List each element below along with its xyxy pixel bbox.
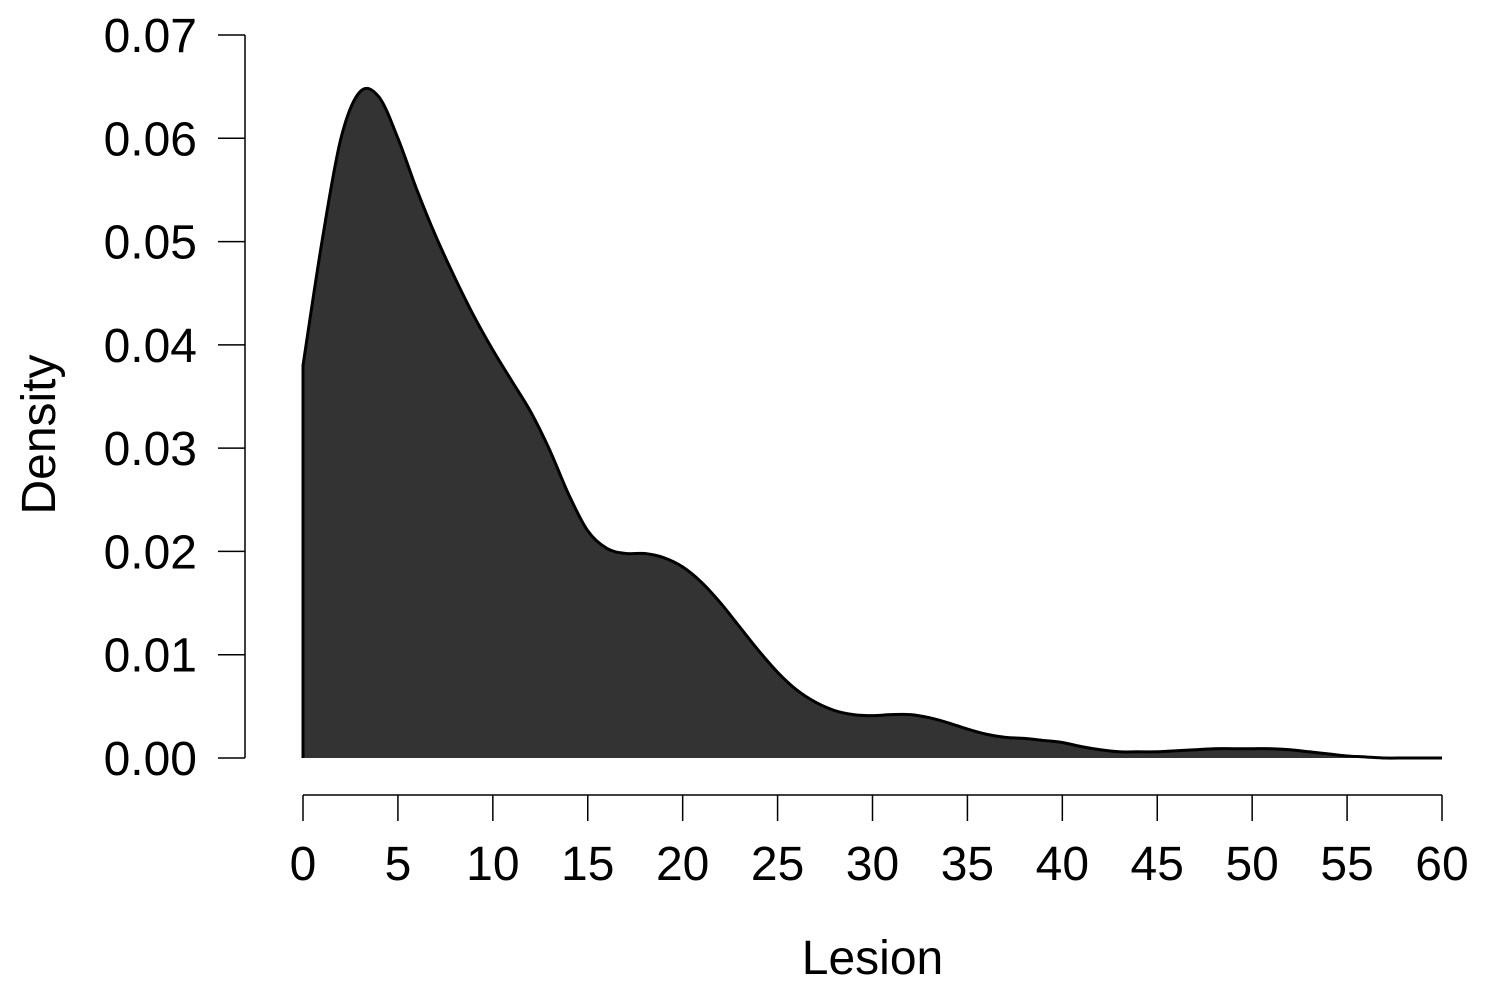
y-tick-label: 0.06 xyxy=(104,113,197,166)
x-tick-label: 45 xyxy=(1131,838,1184,891)
density-area xyxy=(303,88,1442,759)
x-tick-label: 10 xyxy=(466,838,519,891)
y-tick-label: 0.07 xyxy=(104,10,197,63)
x-tick-label: 30 xyxy=(846,838,899,891)
x-tick-label: 55 xyxy=(1320,838,1373,891)
y-axis: 0.00 0.01 0.02 0.03 0.04 0.05 0.06 0.07 xyxy=(104,10,246,786)
x-tick-label: 20 xyxy=(656,838,709,891)
x-tick-label: 60 xyxy=(1415,838,1468,891)
y-tick-label: 0.04 xyxy=(104,320,197,373)
y-tick-label: 0.03 xyxy=(104,423,197,476)
x-axis: 0 5 10 15 20 25 30 35 40 45 50 55 60 xyxy=(290,794,1469,891)
y-axis-title: Density xyxy=(13,354,66,514)
y-tick-label: 0.00 xyxy=(104,733,197,786)
x-tick-label: 50 xyxy=(1225,838,1278,891)
x-tick-label: 0 xyxy=(290,838,317,891)
x-tick-label: 35 xyxy=(941,838,994,891)
y-tick-label: 0.02 xyxy=(104,526,197,579)
x-tick-label: 5 xyxy=(385,838,412,891)
x-tick-label: 25 xyxy=(751,838,804,891)
x-axis-title: Lesion xyxy=(802,932,943,985)
y-tick-label: 0.05 xyxy=(104,217,197,270)
x-tick-label: 40 xyxy=(1036,838,1089,891)
y-tick-label: 0.01 xyxy=(104,630,197,683)
density-line xyxy=(301,86,1442,760)
density-layer xyxy=(301,86,1442,760)
x-tick-label: 15 xyxy=(561,838,614,891)
